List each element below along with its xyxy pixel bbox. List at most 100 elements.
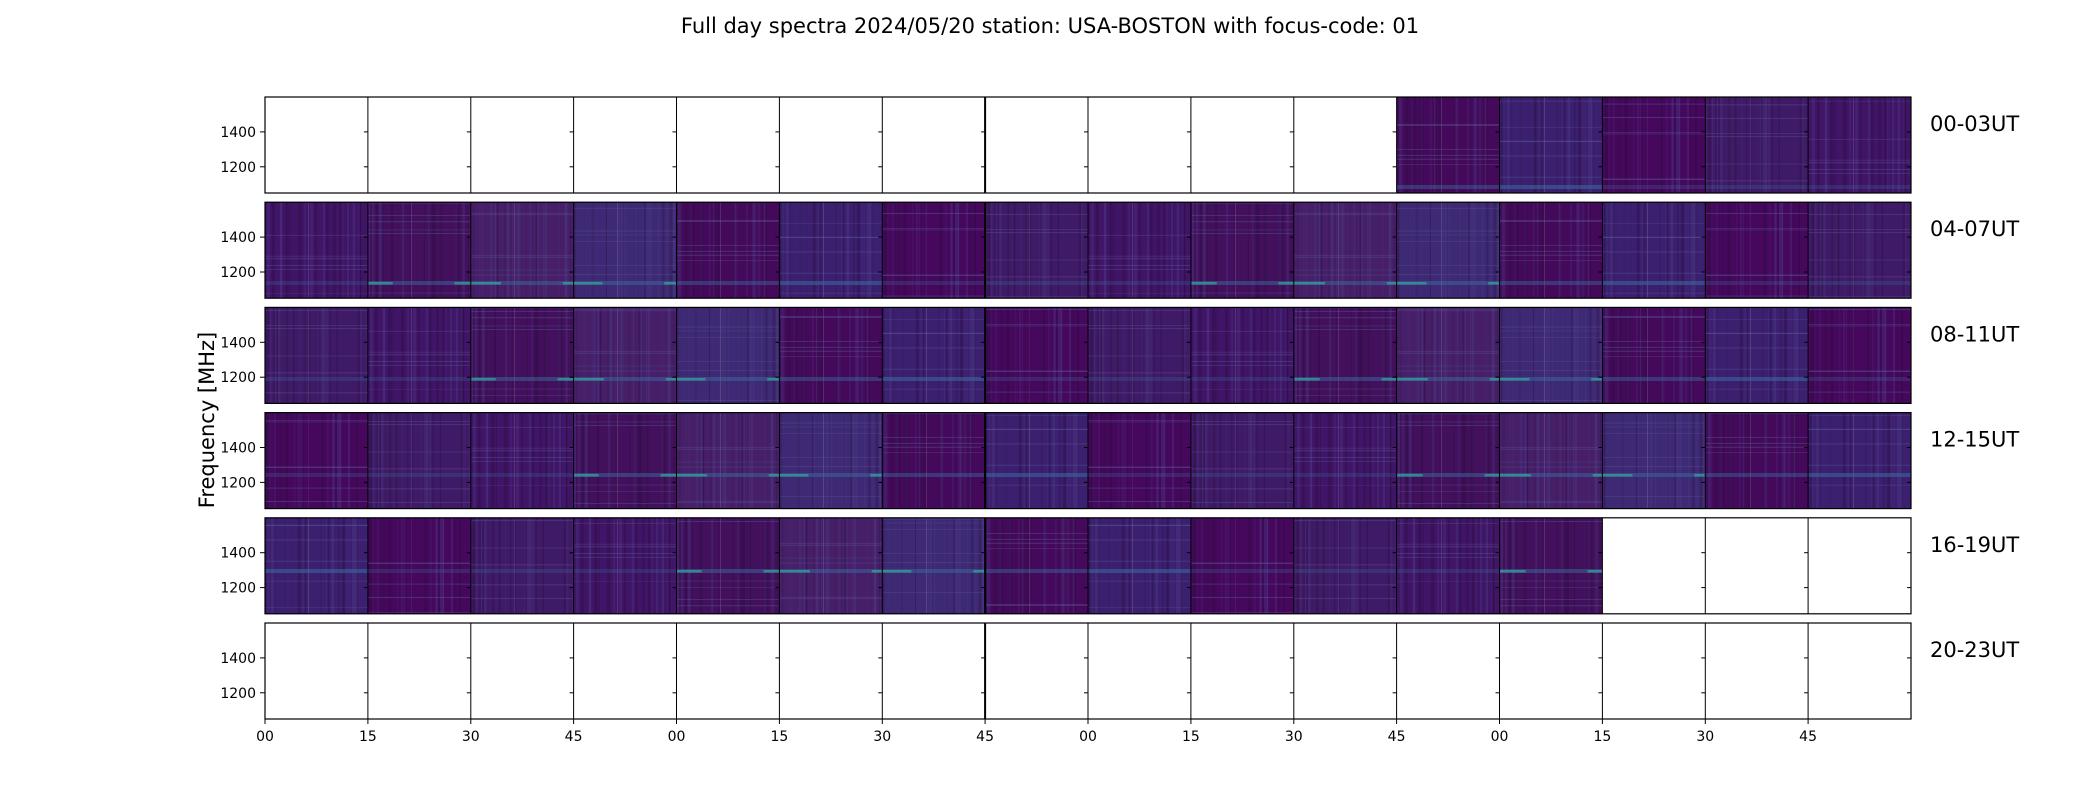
empty-panel <box>1293 623 1397 719</box>
y-tick-label: 1400 <box>220 230 256 246</box>
spectrum-panel <box>1190 412 1295 509</box>
spectrum-panel <box>1088 517 1192 614</box>
spectrum-panel <box>573 202 677 299</box>
spectrum-panel <box>1499 307 1603 404</box>
y-tick-label: 1400 <box>220 335 256 351</box>
empty-panel <box>573 97 677 193</box>
spectrum-panel <box>985 202 1089 299</box>
spectrum-panel <box>1499 412 1603 509</box>
spectrum-panel <box>779 307 883 404</box>
row-16-19UT: 1400 1200 16-19UT <box>220 517 2019 615</box>
spectrum-panel <box>470 307 575 404</box>
empty-panel <box>470 97 574 193</box>
spectrum-panel <box>985 307 1089 404</box>
x-tick-label: 00 <box>668 729 686 745</box>
empty-panel <box>1088 623 1191 719</box>
x-tick-label: 45 <box>976 729 994 745</box>
empty-panel <box>676 623 780 719</box>
empty-panel <box>1602 517 1706 614</box>
x-tick-label: 00 <box>1491 729 1509 745</box>
spectrum-panel <box>367 412 472 509</box>
empty-panel <box>779 623 883 719</box>
spectrum-panel <box>1396 97 1500 193</box>
y-tick-label: 1400 <box>220 125 256 141</box>
empty-panel <box>1396 623 1500 719</box>
y-tick-label: 1200 <box>220 265 256 281</box>
empty-panel <box>1190 623 1294 719</box>
row-08-11UT: 1400 1200 08-11UT <box>220 306 2019 404</box>
spectrum-panel <box>573 307 677 404</box>
spectrum-panel <box>985 517 1089 614</box>
y-tick-label: 1200 <box>220 475 256 491</box>
spectrum-panel <box>1190 202 1295 299</box>
spectrum-panel <box>1705 307 1809 404</box>
y-tick-label: 1200 <box>220 581 256 597</box>
row-04-07UT: 1400 1200 04-07UT <box>220 201 2019 299</box>
empty-panel <box>985 97 1089 193</box>
empty-panel <box>1705 623 1809 719</box>
row-label: 12-15UT <box>1930 428 2019 452</box>
spectrum-panel <box>367 517 472 614</box>
spectrum-panel <box>1088 202 1192 299</box>
row-frame <box>264 306 1912 404</box>
spectrum-panel <box>1396 202 1500 299</box>
y-axis-label: Frequency [MHz] <box>195 332 219 508</box>
spectrum-panel <box>1705 202 1809 299</box>
spectrum-panel <box>676 202 780 299</box>
spectrum-panel <box>470 202 575 299</box>
spectrum-panel <box>1499 517 1603 614</box>
empty-panel <box>882 623 986 719</box>
empty-panel <box>1808 623 1912 719</box>
spectrum-panel <box>882 307 986 404</box>
x-tick-label: 45 <box>1799 729 1817 745</box>
spectrum-panel <box>1396 307 1500 404</box>
x-tick-label: 15 <box>359 729 377 745</box>
spectrum-panel <box>779 412 883 509</box>
spectrum-panel <box>367 307 472 404</box>
plot-area: 1400 1200 00-03UT 1400 1200 04-07UT 1400 1200 08… <box>220 96 2019 745</box>
spectrum-panel <box>1088 412 1192 509</box>
empty-panel <box>1602 623 1706 719</box>
row-frame <box>264 517 1912 615</box>
spectrum-panel <box>265 202 369 299</box>
spectrum-panel <box>265 517 369 614</box>
spectrum-panel <box>367 202 472 299</box>
spectrum-panel <box>573 517 677 614</box>
y-tick-label: 1200 <box>220 370 256 386</box>
empty-panel <box>470 623 574 719</box>
row-frame <box>264 201 1912 299</box>
x-tick-label: 15 <box>1182 729 1200 745</box>
spectrum-panel <box>1293 202 1398 299</box>
y-tick-label: 1200 <box>220 686 256 702</box>
y-tick-label: 1400 <box>220 441 256 457</box>
spectrum-panel <box>1190 517 1295 614</box>
spectrum-panel <box>882 202 986 299</box>
empty-panel <box>882 97 986 193</box>
empty-panel <box>265 97 368 193</box>
row-frame <box>264 96 1912 194</box>
spectrum-panel <box>1499 97 1603 193</box>
x-tick-label: 30 <box>873 729 891 745</box>
x-tick-label: 45 <box>565 729 583 745</box>
spectrum-panel <box>1705 412 1809 509</box>
row-label: 08-11UT <box>1930 322 2019 346</box>
spectrum-panel <box>1808 412 1912 509</box>
empty-panel <box>1088 97 1191 193</box>
empty-panel <box>1293 97 1397 193</box>
spectrum-panel <box>1396 412 1500 509</box>
x-tick-label: 00 <box>1079 729 1097 745</box>
x-tick-label: 15 <box>1593 729 1611 745</box>
row-label: 00-03UT <box>1930 112 2019 136</box>
empty-panel <box>265 623 368 719</box>
spectrum-panel <box>676 307 780 404</box>
spectrum-panel <box>573 412 677 509</box>
spectrum-panel <box>470 517 575 614</box>
spectrum-panel <box>265 307 369 404</box>
y-tick-label: 1400 <box>220 546 256 562</box>
row-label: 20-23UT <box>1930 638 2019 662</box>
spectrum-panel <box>1705 97 1809 193</box>
spectrum-panel <box>1602 307 1706 404</box>
spectrum-panel <box>1808 202 1912 299</box>
